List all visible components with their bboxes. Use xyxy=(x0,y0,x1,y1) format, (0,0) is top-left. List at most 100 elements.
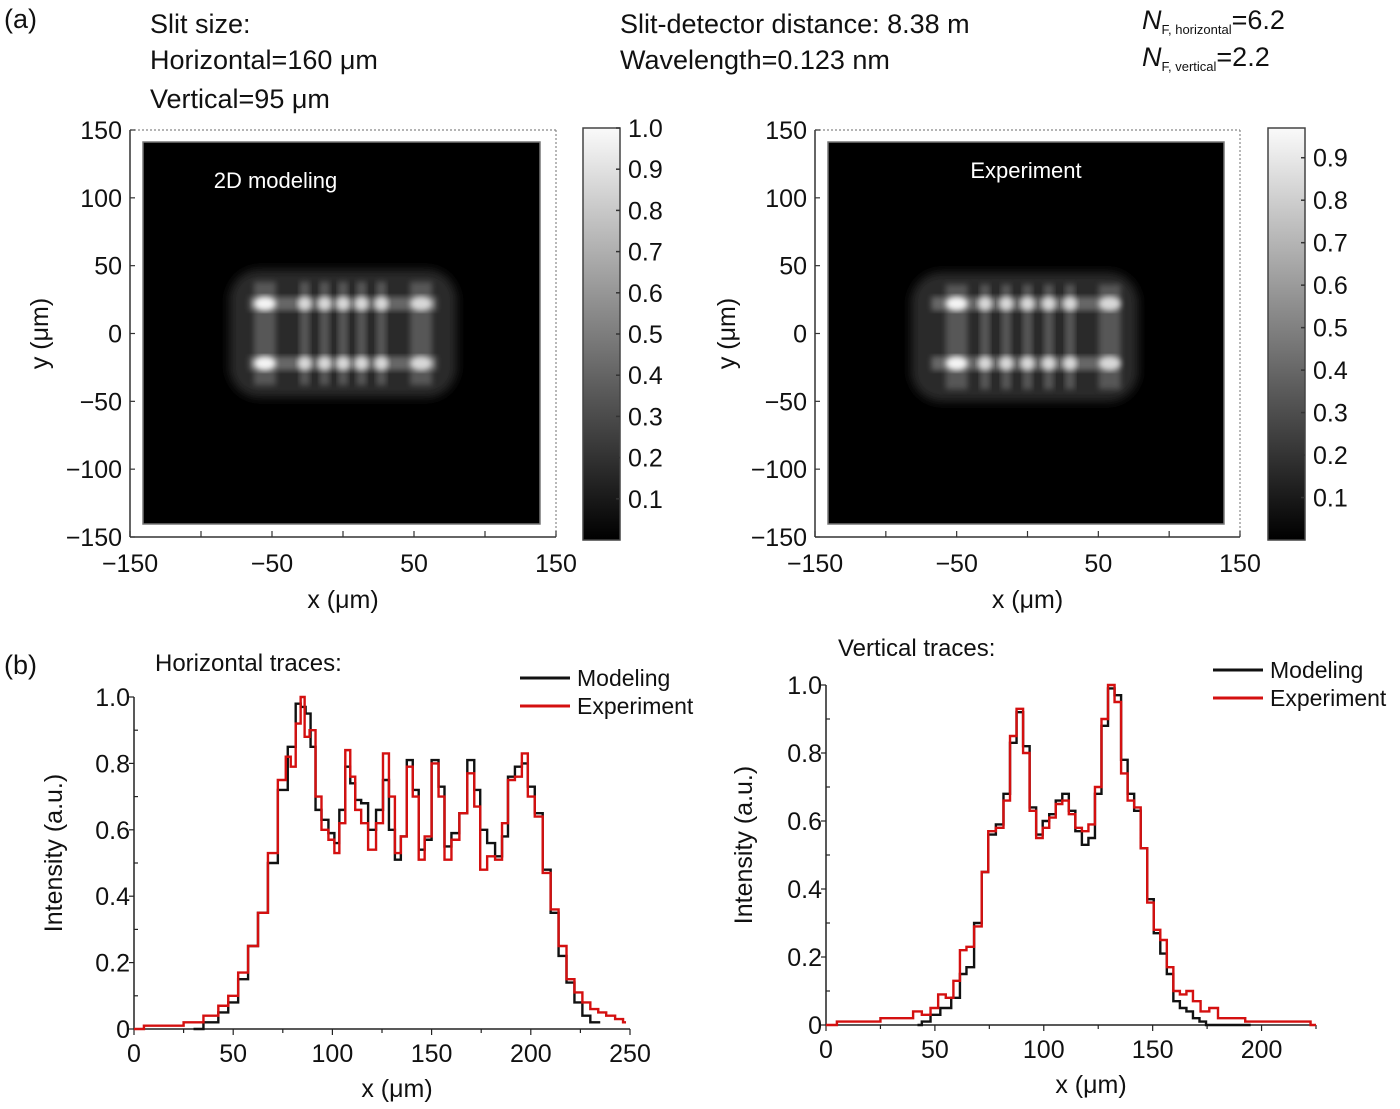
fringe-column xyxy=(356,281,367,386)
fringe-column xyxy=(376,281,387,386)
y-axis-label: Intensity (a.u.) xyxy=(40,774,68,932)
legend-label-experiment: Experiment xyxy=(1270,685,1387,711)
x-tick-label: 150 xyxy=(1219,550,1261,578)
x-tick-label: 0 xyxy=(819,1036,833,1064)
slit-vertical-label: Vertical=95 μm xyxy=(150,84,330,114)
x-axis-label: x (μm) xyxy=(307,586,378,614)
x-tick-label: 100 xyxy=(312,1040,354,1068)
y-tick-label: 50 xyxy=(94,253,122,281)
nf-horizontal-value: =6.2 xyxy=(1231,5,1285,35)
colorbar-tick-label: 0.1 xyxy=(628,486,663,514)
fringe-spot xyxy=(978,296,992,311)
y-tick-label: −50 xyxy=(80,388,122,416)
fringe-spot xyxy=(1041,296,1056,311)
x-tick-label: 250 xyxy=(609,1040,651,1068)
fringe-spot xyxy=(317,296,332,311)
y-axis-label: Intensity (a.u.) xyxy=(730,766,758,924)
colorbar-tick-label: 0.4 xyxy=(628,362,663,390)
y-tick-label: 0.6 xyxy=(787,808,822,836)
y-tick-label: 0.6 xyxy=(95,817,130,845)
x-tick-label: 100 xyxy=(1023,1036,1065,1064)
fringe-spot xyxy=(253,356,276,371)
fringe-column xyxy=(338,281,348,386)
horizontal-traces-panel: Horizontal traces: 0 0.2 0.4 0.6 0.8 1.0 0 50 100… xyxy=(40,650,694,1103)
diffraction-pattern xyxy=(911,272,1138,402)
fringe-spot xyxy=(999,356,1014,371)
y-tick-label: −150 xyxy=(66,524,122,552)
y-tick-label: 0 xyxy=(793,321,807,349)
x-tick-label: 150 xyxy=(535,550,577,578)
colorbar-tick-label: 0.9 xyxy=(628,156,663,184)
nf-vertical-subscript: F, vertical xyxy=(1161,59,1217,74)
colorbar-tick-label: 1.0 xyxy=(628,115,663,143)
y-tick-label: 100 xyxy=(765,185,807,213)
slit-size-title: Slit size: xyxy=(150,9,251,39)
y-tick-label: −50 xyxy=(765,388,807,416)
x-tick-label: 150 xyxy=(411,1040,453,1068)
colorbar xyxy=(582,127,621,541)
y-tick-label: 1.0 xyxy=(787,672,822,700)
nf-horizontal-subscript: F, horizontal xyxy=(1161,22,1232,37)
y-tick-label: 0.4 xyxy=(95,883,130,911)
fringe-column xyxy=(299,281,310,386)
colorbar-tick-label: 0.6 xyxy=(1313,272,1348,300)
fringe-spot xyxy=(354,356,369,371)
x-tick-label: −50 xyxy=(935,550,977,578)
legend-label-modeling: Modeling xyxy=(1270,657,1363,683)
x-axis-label: x (μm) xyxy=(992,586,1063,614)
x-tick-label: −150 xyxy=(102,550,158,578)
vertical-traces-panel: Vertical traces: 0 0.2 0.4 0.6 0.8 1.0 0 50 100 15… xyxy=(730,635,1387,1099)
y-tick-label: 0.2 xyxy=(787,944,822,972)
nf-vertical-value: =2.2 xyxy=(1216,42,1270,72)
colorbar-tick-label: 0.2 xyxy=(628,445,663,473)
y-tick-label: 1.0 xyxy=(95,684,130,712)
colorbar-tick-label: 0.2 xyxy=(1313,442,1348,470)
panel-label-a: (a) xyxy=(4,4,37,34)
distance-label: Slit-detector distance: 8.38 m xyxy=(620,9,970,39)
y-tick-label: 0.2 xyxy=(95,950,130,978)
fringe-spot xyxy=(410,356,433,371)
y-tick-label: 0 xyxy=(808,1012,822,1040)
y-tick-label: 150 xyxy=(765,117,807,145)
fringe-spot xyxy=(1063,296,1077,311)
colorbar-tick-label: 0.3 xyxy=(628,403,663,431)
heatmap-experiment-panel: Experiment 150 100 50 0 −50 −100 −150−150 −50 50 1… xyxy=(713,117,1348,614)
nf-horizontal-label: NF, horizontal=6.2 xyxy=(1142,5,1285,37)
colorbar-tick-label: 0.4 xyxy=(1313,357,1348,385)
fringe-spot xyxy=(410,296,433,311)
y-tick-label: 150 xyxy=(80,117,122,145)
y-tick-label: −150 xyxy=(751,524,807,552)
fringe-spot xyxy=(945,356,968,371)
y-tick-label: 50 xyxy=(779,253,807,281)
fringe-spot xyxy=(297,296,312,311)
panel-label-b: (b) xyxy=(4,650,37,680)
fringe-spot xyxy=(297,356,312,371)
fringe-spot xyxy=(999,296,1014,311)
fringe-spot xyxy=(374,296,389,311)
nf-vertical-symbol: N xyxy=(1142,42,1162,72)
series-line-modeling xyxy=(917,687,1251,1027)
fringe-spot xyxy=(336,356,350,371)
heatmap-title: 2D modeling xyxy=(214,168,338,193)
x-axis-label: x (μm) xyxy=(1055,1071,1126,1099)
y-axis-label: y (μm) xyxy=(26,298,54,369)
fringe-spot xyxy=(317,356,332,371)
colorbar-tick-label: 0.5 xyxy=(1313,315,1348,343)
diffraction-pattern xyxy=(229,269,457,398)
colorbar-tick-label: 0.6 xyxy=(628,280,663,308)
series-line-experiment xyxy=(134,695,627,1031)
fringe-spot xyxy=(336,296,350,311)
colorbar-tick-label: 0.3 xyxy=(1313,400,1348,428)
x-axis-label: x (μm) xyxy=(361,1075,432,1103)
fringe-spot xyxy=(253,296,276,311)
fringe-spot xyxy=(374,356,389,371)
y-axis-label: y (μm) xyxy=(713,298,741,369)
x-tick-label: 200 xyxy=(1241,1036,1283,1064)
fringe-column xyxy=(319,281,330,386)
y-tick-label: −100 xyxy=(751,456,807,484)
y-tick-label: 0.4 xyxy=(787,876,822,904)
fringe-spot xyxy=(354,296,369,311)
x-tick-label: 200 xyxy=(510,1040,552,1068)
colorbar-tick-label: 0.1 xyxy=(1313,485,1348,513)
